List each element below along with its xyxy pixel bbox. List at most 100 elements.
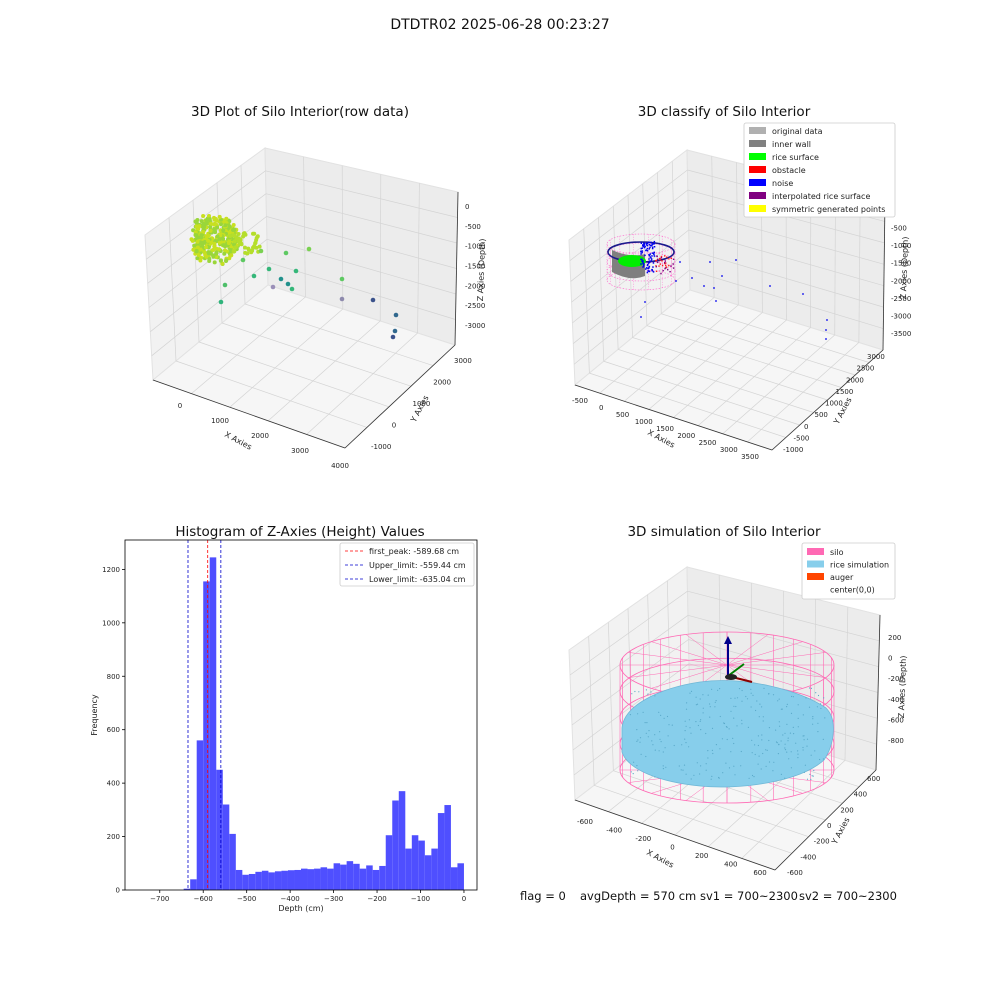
- panel1-point: [231, 249, 236, 254]
- panel1-point: [197, 240, 202, 245]
- panel4-legend-frame: [801, 542, 896, 600]
- panel1-point: [200, 236, 204, 241]
- panel2-y-tick: 500: [815, 411, 828, 419]
- panel2-v-gridline: [657, 172, 662, 314]
- panel1-point: [195, 235, 200, 240]
- histogram-reference-lines: [187, 540, 222, 890]
- panel4-rice-dot: [645, 689, 648, 691]
- panel2-noise-point: [640, 242, 643, 244]
- panel1-point: [230, 239, 235, 243]
- panel4-rice-dot: [702, 707, 704, 709]
- panel1-point: [228, 246, 233, 251]
- panel2-floorB-gridline: [603, 360, 800, 426]
- panel1-point: [226, 241, 231, 246]
- panel4-axes-box: [568, 566, 881, 871]
- histogram-x-tick-label: 0: [462, 895, 466, 903]
- panel1-point: [200, 238, 205, 243]
- panel1-point: [197, 224, 202, 229]
- panel1-point: [219, 230, 224, 235]
- panel4-h2-gridline: [687, 590, 880, 642]
- panel4-rice-dot: [755, 709, 757, 712]
- panel2-legend-label: symmetric generated points: [772, 205, 885, 214]
- panel1-point: [230, 249, 235, 254]
- panel2-noise-point: [640, 247, 642, 250]
- panel2-noise-point: [642, 265, 645, 267]
- panel1-point: [199, 236, 204, 241]
- panel1-point: [195, 245, 200, 250]
- panel1-point: [207, 250, 212, 255]
- panel1-point: [202, 236, 207, 241]
- panel4-auger-z-head: [724, 636, 732, 644]
- panel4-floorA-gridline: [708, 750, 815, 847]
- panel1-point: [212, 260, 217, 265]
- panel4-silo-spoke: [628, 769, 728, 783]
- panel4-rice-dot: [741, 723, 743, 725]
- panel4-rice-dot: [806, 745, 808, 747]
- panel4-legend-label: silo: [830, 548, 844, 557]
- panel4-rice-dot: [736, 697, 739, 699]
- panel2-noise-point: [648, 241, 650, 243]
- panel4-rice-dot: [639, 741, 641, 743]
- panel1-point: [232, 242, 237, 247]
- histogram-frame: [124, 539, 478, 891]
- panel2-obstacle-point: [664, 262, 666, 265]
- panel1-point: [212, 222, 217, 227]
- panel1-point: [229, 239, 234, 244]
- panel4-silo-spoke: [685, 739, 728, 771]
- panel4-rice-dot: [662, 768, 665, 770]
- panel1-point: [211, 239, 216, 244]
- panel4-rice-dot: [809, 773, 811, 776]
- panel4-rice-dot: [762, 720, 764, 722]
- panel4-legend-swatch: [807, 573, 824, 580]
- panel1-point: [227, 236, 232, 241]
- panel4-rice-dot: [786, 751, 788, 753]
- panel2-noise-point: [652, 262, 655, 264]
- panel2-noise-point: [653, 246, 656, 248]
- histogram-bar: [333, 863, 341, 890]
- histogram-bar: [385, 835, 393, 890]
- panel4-silo-spoke: [628, 652, 728, 666]
- panel1-point: [339, 296, 345, 302]
- panel4-rice-dot: [714, 701, 716, 703]
- panel4-rice-blob: [621, 680, 834, 788]
- panel4-v-gridline: [627, 608, 633, 757]
- panel2-obstacle-point: [661, 260, 663, 262]
- panel2-x-tick: -500: [572, 397, 588, 405]
- panel1-v-gridline: [240, 165, 246, 305]
- panel1-point: [232, 243, 237, 248]
- panel2-h2-gridline: [687, 169, 885, 222]
- panel4-rice-dot: [803, 735, 805, 737]
- panel4-rice-dot: [644, 722, 646, 724]
- panel2-noise-point: [647, 267, 650, 270]
- panel4-rice-dot: [780, 773, 783, 776]
- panel1-point: [226, 237, 230, 242]
- histogram-bar: [398, 791, 406, 890]
- panel1-point: [254, 245, 259, 250]
- panel1-floorA-gridline: [229, 308, 344, 408]
- panel1-point: [201, 249, 206, 254]
- panel2-rim: [607, 241, 675, 263]
- histogram-bar: [196, 740, 204, 890]
- panel4-floorB-gridline: [651, 741, 843, 804]
- panel4-z-tick: -600: [888, 716, 904, 724]
- panel1-point: [224, 249, 229, 254]
- panel2-floorA-gridline: [673, 319, 787, 418]
- panel4-rice-dot: [792, 696, 795, 698]
- panel4-silo-spoke: [726, 664, 803, 689]
- panel1-x-tick: 1000: [211, 417, 229, 425]
- panel1-point: [227, 241, 232, 246]
- panel4-rice-dot: [719, 715, 721, 718]
- panel2-obstacle-point: [670, 257, 672, 259]
- panel1-point: [225, 232, 230, 237]
- histogram-bar: [242, 874, 249, 890]
- panel1-point: [217, 247, 222, 252]
- panel1-point: [209, 237, 214, 242]
- panel1-point: [237, 239, 242, 244]
- panel4-rice-dot: [726, 726, 728, 729]
- panel2-noise-point: [653, 253, 655, 256]
- panel4-v-gridline: [607, 622, 614, 771]
- panel1-y-tick: 3000: [454, 357, 472, 365]
- panel4-silo-ring: [619, 657, 835, 725]
- panel2-noise-point: [642, 244, 644, 246]
